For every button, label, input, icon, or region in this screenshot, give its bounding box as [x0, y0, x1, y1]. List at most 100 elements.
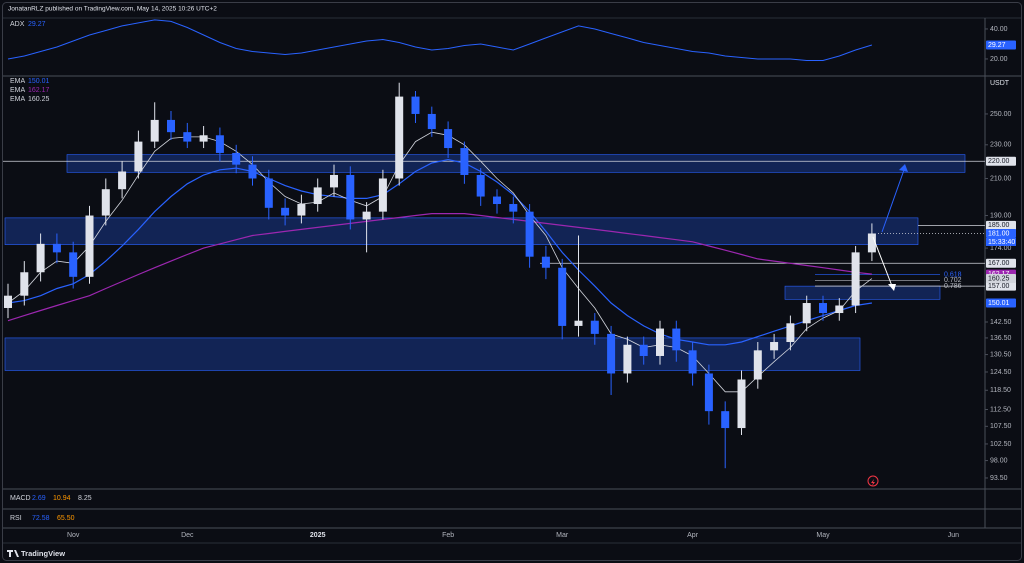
- plot: 250.00 230.00 210.00 190.00 174.00 142.50 136.…: [3, 19, 1016, 539]
- candle-body: [362, 211, 371, 220]
- candle-body: [851, 252, 860, 306]
- candle-body: [721, 411, 730, 429]
- adx-legend-name: ADX: [10, 21, 25, 28]
- indicator-value: 8.25: [78, 495, 92, 502]
- ema-badge: 160.25: [988, 275, 1010, 282]
- candle-body: [69, 252, 78, 277]
- candle-body: [36, 243, 45, 273]
- adx-tick-label: 20.00: [990, 56, 1008, 63]
- annotation-arrows: [872, 164, 908, 291]
- candle-body: [118, 171, 127, 190]
- fib-label: 0.618: [944, 271, 962, 278]
- candle-body: [802, 303, 811, 324]
- candle-body: [232, 152, 241, 165]
- adx-legend-value: 29.27: [28, 21, 46, 28]
- adx-line: [7, 19, 873, 61]
- alert-icon: [867, 475, 879, 487]
- candle-body: [737, 379, 746, 429]
- y-tick-label: 107.50: [990, 423, 1012, 430]
- ema-line: [7, 213, 872, 322]
- candle-body: [281, 207, 290, 216]
- legend-value: 160.25: [28, 96, 50, 103]
- price-badge-bg: [986, 220, 1016, 230]
- candle-body: [867, 233, 876, 253]
- price-badge-bg: [986, 258, 1016, 268]
- zone: [66, 154, 966, 173]
- legend-value: 162.17: [28, 87, 50, 94]
- candle-body: [101, 189, 110, 216]
- candle-body: [525, 211, 534, 257]
- adx-tick-label: 40.00: [990, 26, 1008, 33]
- candle-body: [215, 135, 224, 153]
- ema-line: [7, 131, 873, 393]
- price-badge: 181.00: [988, 230, 1010, 237]
- y-tick-label: 98.00: [990, 457, 1008, 464]
- candle-body: [623, 344, 632, 374]
- indicator-value: 2.69: [32, 495, 46, 502]
- y-tick-label: 230.00: [990, 142, 1012, 149]
- y-tick-label: 118.50: [990, 387, 1011, 394]
- candle-body: [770, 342, 779, 351]
- legend-value: 150.01: [28, 78, 50, 85]
- x-tick-label: Jun: [948, 532, 959, 539]
- candle-body: [134, 141, 143, 172]
- candle-body: [509, 204, 518, 212]
- x-tick-label: Feb: [442, 532, 454, 539]
- candle-body: [835, 305, 844, 314]
- price-badge: 220.00: [988, 158, 1010, 165]
- legend-name: EMA: [10, 96, 26, 103]
- price-badge-bg: [986, 156, 1016, 166]
- y-tick-label: 102.50: [990, 441, 1012, 448]
- indicator-name: MACD: [10, 495, 31, 502]
- candle-body: [558, 267, 567, 326]
- y-tick-label: 142.50: [990, 319, 1012, 326]
- candle-body: [704, 373, 713, 412]
- candle-body: [85, 215, 94, 277]
- x-tick-label: Apr: [687, 532, 699, 539]
- indicator-name: RSI: [10, 515, 22, 522]
- ema-badge-bg: [986, 298, 1016, 308]
- footer-brand: TradingView: [21, 549, 65, 558]
- x-tick-label: May: [816, 532, 830, 539]
- x-tick-label: 2025: [310, 532, 326, 539]
- x-tick-label: Nov: [67, 532, 80, 539]
- candle-body: [672, 328, 681, 351]
- candle-body: [427, 113, 436, 130]
- indicator-value: 72.58: [32, 515, 50, 522]
- candle-body: [590, 320, 599, 334]
- candle-body: [476, 174, 485, 197]
- adx-badge: 29.27: [988, 42, 1006, 49]
- price-badge: 157.00: [988, 283, 1010, 290]
- y-tick-label: 112.50: [990, 406, 1011, 413]
- adx-badge-bg: [986, 40, 1016, 50]
- candle-body: [297, 204, 306, 216]
- price-badge-bg: [986, 228, 1016, 238]
- y-tick-label: 190.00: [990, 212, 1012, 219]
- price-badge-bg: [986, 281, 1016, 291]
- y-tick-label: 210.00: [990, 175, 1012, 182]
- price-badge: 167.00: [988, 260, 1010, 267]
- candle-body: [150, 119, 159, 142]
- candle-body: [493, 196, 501, 205]
- indicator-value: 10.94: [53, 495, 71, 502]
- ema-badge: 150.01: [988, 300, 1010, 307]
- countdown-bg: [986, 237, 1016, 246]
- candle-body: [753, 350, 762, 380]
- x-tick-label: Dec: [181, 532, 194, 539]
- candle-body: [460, 148, 469, 175]
- candle-body: [20, 272, 29, 296]
- y-tick-label: 130.50: [990, 351, 1012, 358]
- legend-name: EMA: [10, 78, 26, 85]
- ema-badge-bg: [986, 274, 1016, 284]
- candle-body: [639, 344, 648, 356]
- currency: USDT: [990, 80, 1010, 87]
- fib-label: 0.702: [944, 277, 962, 284]
- candle-body: [395, 96, 404, 179]
- candle-body: [199, 135, 208, 142]
- legend-name: EMA: [10, 87, 26, 94]
- y-tick-label: 124.50: [990, 369, 1012, 376]
- candle-body: [52, 243, 61, 253]
- zone: [4, 337, 861, 371]
